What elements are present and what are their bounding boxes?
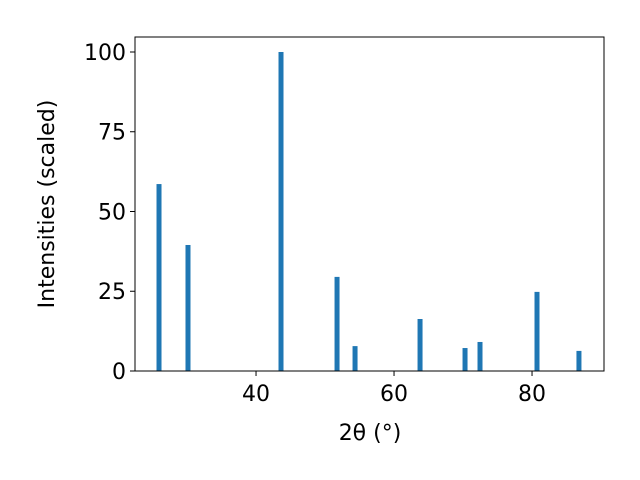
bar — [462, 348, 468, 371]
bar — [352, 346, 358, 371]
x-tick-label: 40 — [242, 382, 270, 407]
y-tick-label: 50 — [98, 200, 126, 225]
bar — [185, 244, 191, 371]
y-tick-label: 75 — [98, 121, 126, 146]
bar — [417, 319, 423, 371]
y-tick-label: 25 — [98, 280, 126, 305]
x-tick-label: 60 — [380, 382, 408, 407]
bar — [477, 341, 483, 371]
bar — [156, 184, 162, 371]
y-axis-label: Intensities (scaled) — [35, 100, 60, 309]
bar — [576, 350, 582, 371]
bar — [534, 291, 540, 371]
x-axis-label: 2θ (°) — [339, 421, 402, 446]
plot-frame — [134, 36, 605, 372]
y-tick-label: 0 — [112, 360, 126, 385]
x-tick-label: 80 — [518, 382, 546, 407]
y-tick-label: 100 — [84, 41, 126, 66]
bar — [278, 51, 284, 371]
bar — [334, 276, 340, 371]
